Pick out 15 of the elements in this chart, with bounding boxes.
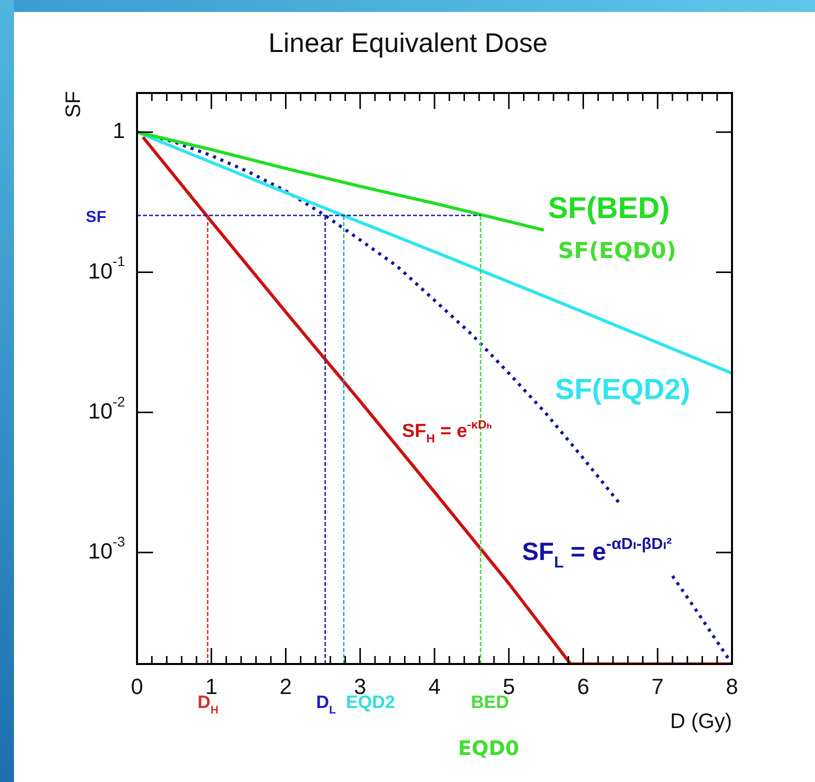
x-tick-label: 0 xyxy=(130,674,144,700)
x-tick-label: 7 xyxy=(652,674,664,700)
chart-title: Linear Equivalent Dose xyxy=(268,28,548,58)
x-tick-label: 2 xyxy=(280,674,292,700)
annotation: SF(EQD0) xyxy=(558,239,676,264)
x-tick-label: 4 xyxy=(428,674,441,700)
x-tick-label: 8 xyxy=(726,674,738,700)
x-axis-title: D (Gy) xyxy=(670,710,732,733)
y-axis-title: SF xyxy=(62,90,85,118)
text: SF xyxy=(86,209,106,226)
series-label: SF(EQD2) xyxy=(555,374,690,406)
x-tick-label: 6 xyxy=(577,674,590,700)
y-tick-label: 1 xyxy=(112,118,126,144)
text: EQD0 xyxy=(458,736,520,760)
series-label: SF(BED) xyxy=(548,192,670,225)
